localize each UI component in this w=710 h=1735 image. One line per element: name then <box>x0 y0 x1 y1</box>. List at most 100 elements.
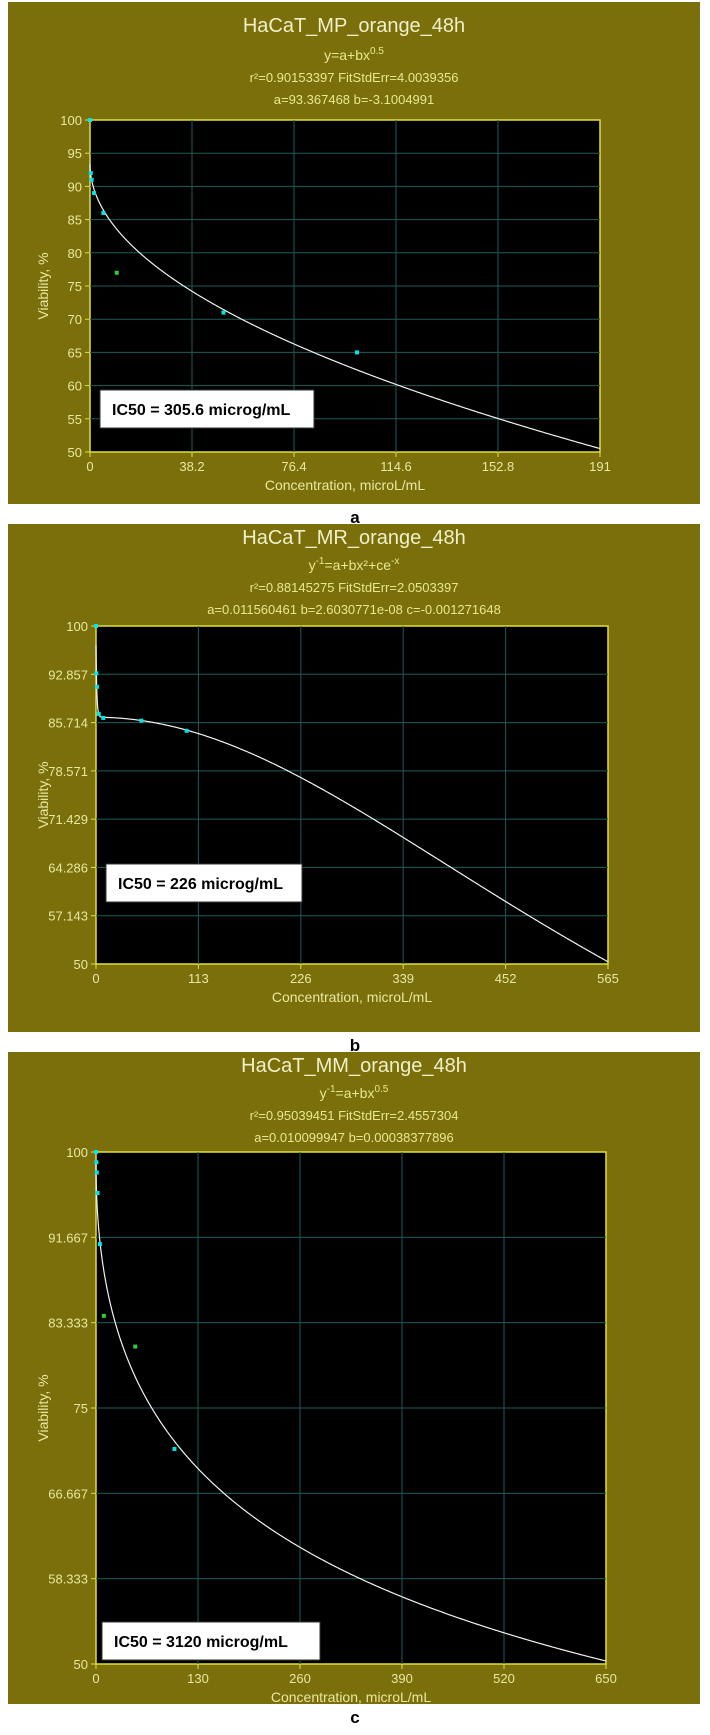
ic50-box <box>101 1621 321 1661</box>
ic50-annotation: IC50 = 3120 microg/mL <box>101 1621 321 1661</box>
data-point <box>101 715 106 720</box>
x-axis-label: Concentration, microL/mL <box>271 1689 432 1704</box>
ic50-annotation: IC50 = 305.6 microg/mL <box>99 389 315 429</box>
y-tick-label: 78.571 <box>48 764 88 779</box>
x-tick-label: 113 <box>188 971 209 986</box>
data-point <box>94 1170 99 1175</box>
ic50-text: IC50 = 305.6 microg/mL <box>112 402 291 419</box>
y-tick-label: 50 <box>74 957 88 972</box>
fit-curve <box>95 644 609 963</box>
chart-panel-b: HaCaT_MR_orange_48h y-1=a+bx²+ce-x r²=0.88… <box>8 524 700 1032</box>
y-tick-label: 58.333 <box>48 1572 88 1587</box>
y-tick-label: 70 <box>68 312 82 327</box>
fit-equation: y-1=a+bx²+ce-x <box>309 556 400 573</box>
caption-a: a <box>350 508 360 527</box>
data-point <box>88 171 93 176</box>
fit-stats: r²=0.90153397 FitStdErr=4.0039356 <box>250 70 459 85</box>
fit-equation: y=a+bx0.5 <box>324 46 384 63</box>
y-tick-label: 57.143 <box>48 909 88 924</box>
y-axis-label: Viability, % <box>35 1374 51 1441</box>
fit-params: a=0.011560461 b=2.6030771e-08 c=-0.00127… <box>207 602 501 617</box>
y-tick-label: 83.333 <box>48 1316 88 1331</box>
data-point <box>221 310 226 315</box>
y-tick-label: 92.857 <box>48 667 88 682</box>
ic50-text: IC50 = 226 microg/mL <box>118 876 283 893</box>
chart-title: HaCaT_MP_orange_48h <box>243 15 465 37</box>
y-tick-label: 66.667 <box>48 1486 88 1501</box>
x-tick-label: 191 <box>589 459 611 474</box>
x-tick-label: 114.6 <box>380 459 412 474</box>
x-axis-label: Concentration, microL/mL <box>272 989 433 1005</box>
chart-title: HaCaT_MM_orange_48h <box>241 1055 467 1077</box>
caption-c: c <box>350 1708 360 1727</box>
ic50-text: IC50 = 3120 microg/mL <box>114 1634 288 1651</box>
x-tick-label: 130 <box>187 1671 209 1686</box>
y-tick-label: 85.714 <box>48 716 88 731</box>
x-tick-label: 452 <box>495 971 517 986</box>
x-tick-label: 650 <box>595 1671 617 1686</box>
data-point <box>94 1150 98 1154</box>
fit-equation: y-1=a+bx0.5 <box>320 1084 389 1101</box>
chart-title: HaCaT_MR_orange_48h <box>242 527 465 549</box>
data-point <box>133 1344 138 1349</box>
data-point <box>89 177 94 182</box>
x-tick-label: 38.2 <box>179 459 204 474</box>
x-tick-label: 0 <box>92 1671 99 1686</box>
y-tick-label: 100 <box>66 619 88 634</box>
y-tick-label: 55 <box>68 412 82 427</box>
y-tick-label: 75 <box>68 279 82 294</box>
x-tick-label: 226 <box>290 971 312 986</box>
y-tick-label: 100 <box>60 113 82 128</box>
y-tick-label: 50 <box>74 1657 88 1672</box>
x-tick-label: 0 <box>92 971 99 986</box>
y-axis-label: Viability, % <box>35 252 51 319</box>
data-point <box>92 191 97 196</box>
data-point <box>97 1242 102 1247</box>
data-point <box>94 684 99 689</box>
y-tick-label: 75 <box>74 1401 88 1416</box>
data-point <box>94 1160 99 1165</box>
data-point <box>95 1190 100 1195</box>
data-point <box>101 1313 106 1318</box>
y-tick-label: 91.667 <box>48 1230 88 1245</box>
data-point <box>94 671 99 676</box>
y-tick-label: 71.429 <box>48 812 88 827</box>
x-tick-label: 390 <box>391 1671 413 1686</box>
x-tick-label: 339 <box>392 971 414 986</box>
data-point <box>88 118 92 122</box>
chart-panel-a: HaCaT_MP_orange_48h y=a+bx0.5 r²=0.9015339… <box>8 2 700 504</box>
ic50-annotation: IC50 = 226 microg/mL <box>105 863 303 903</box>
caption-b: b <box>349 1036 361 1055</box>
data-point <box>94 624 98 628</box>
x-tick-label: 152.8 <box>482 459 515 474</box>
data-point <box>355 350 360 355</box>
y-tick-label: 65 <box>68 345 82 360</box>
chart-svg: HaCaT_MR_orange_48h y-1=a+bx²+ce-x r²=0.88… <box>35 527 619 1005</box>
y-tick-label: 100 <box>66 1145 88 1160</box>
y-tick-label: 85 <box>68 213 82 228</box>
data-point <box>114 270 119 275</box>
x-axis-label: Concentration, microL/mL <box>265 477 426 493</box>
x-tick-label: 0 <box>86 459 93 474</box>
data-point <box>184 728 189 733</box>
ic50-box <box>99 389 315 429</box>
fit-stats: r²=0.95039451 FitStdErr=2.4557304 <box>250 1108 459 1123</box>
data-point <box>172 1446 177 1451</box>
y-tick-label: 60 <box>68 379 82 394</box>
fit-params: a=0.010099947 b=0.00038377896 <box>254 1130 454 1145</box>
y-axis-label: Viability, % <box>35 761 51 828</box>
y-tick-label: 64.286 <box>48 860 88 875</box>
chart-svg: HaCaT_MP_orange_48h y=a+bx0.5 r²=0.9015339… <box>35 15 611 493</box>
x-tick-label: 520 <box>493 1671 515 1686</box>
data-point <box>139 718 144 723</box>
fit-curve <box>95 1162 607 1662</box>
y-tick-label: 90 <box>68 179 82 194</box>
fit-params: a=93.367468 b=-3.1004991 <box>274 92 435 107</box>
y-tick-label: 50 <box>68 445 82 460</box>
x-tick-label: 260 <box>289 1671 311 1686</box>
chart-svg: HaCaT_MM_orange_48h y-1=a+bx0.5 r²=0.95039… <box>35 1055 617 1704</box>
data-point <box>101 210 106 215</box>
y-tick-label: 80 <box>68 246 82 261</box>
x-tick-label: 76.4 <box>281 459 306 474</box>
fit-stats: r²=0.88145275 FitStdErr=2.0503397 <box>250 580 459 595</box>
